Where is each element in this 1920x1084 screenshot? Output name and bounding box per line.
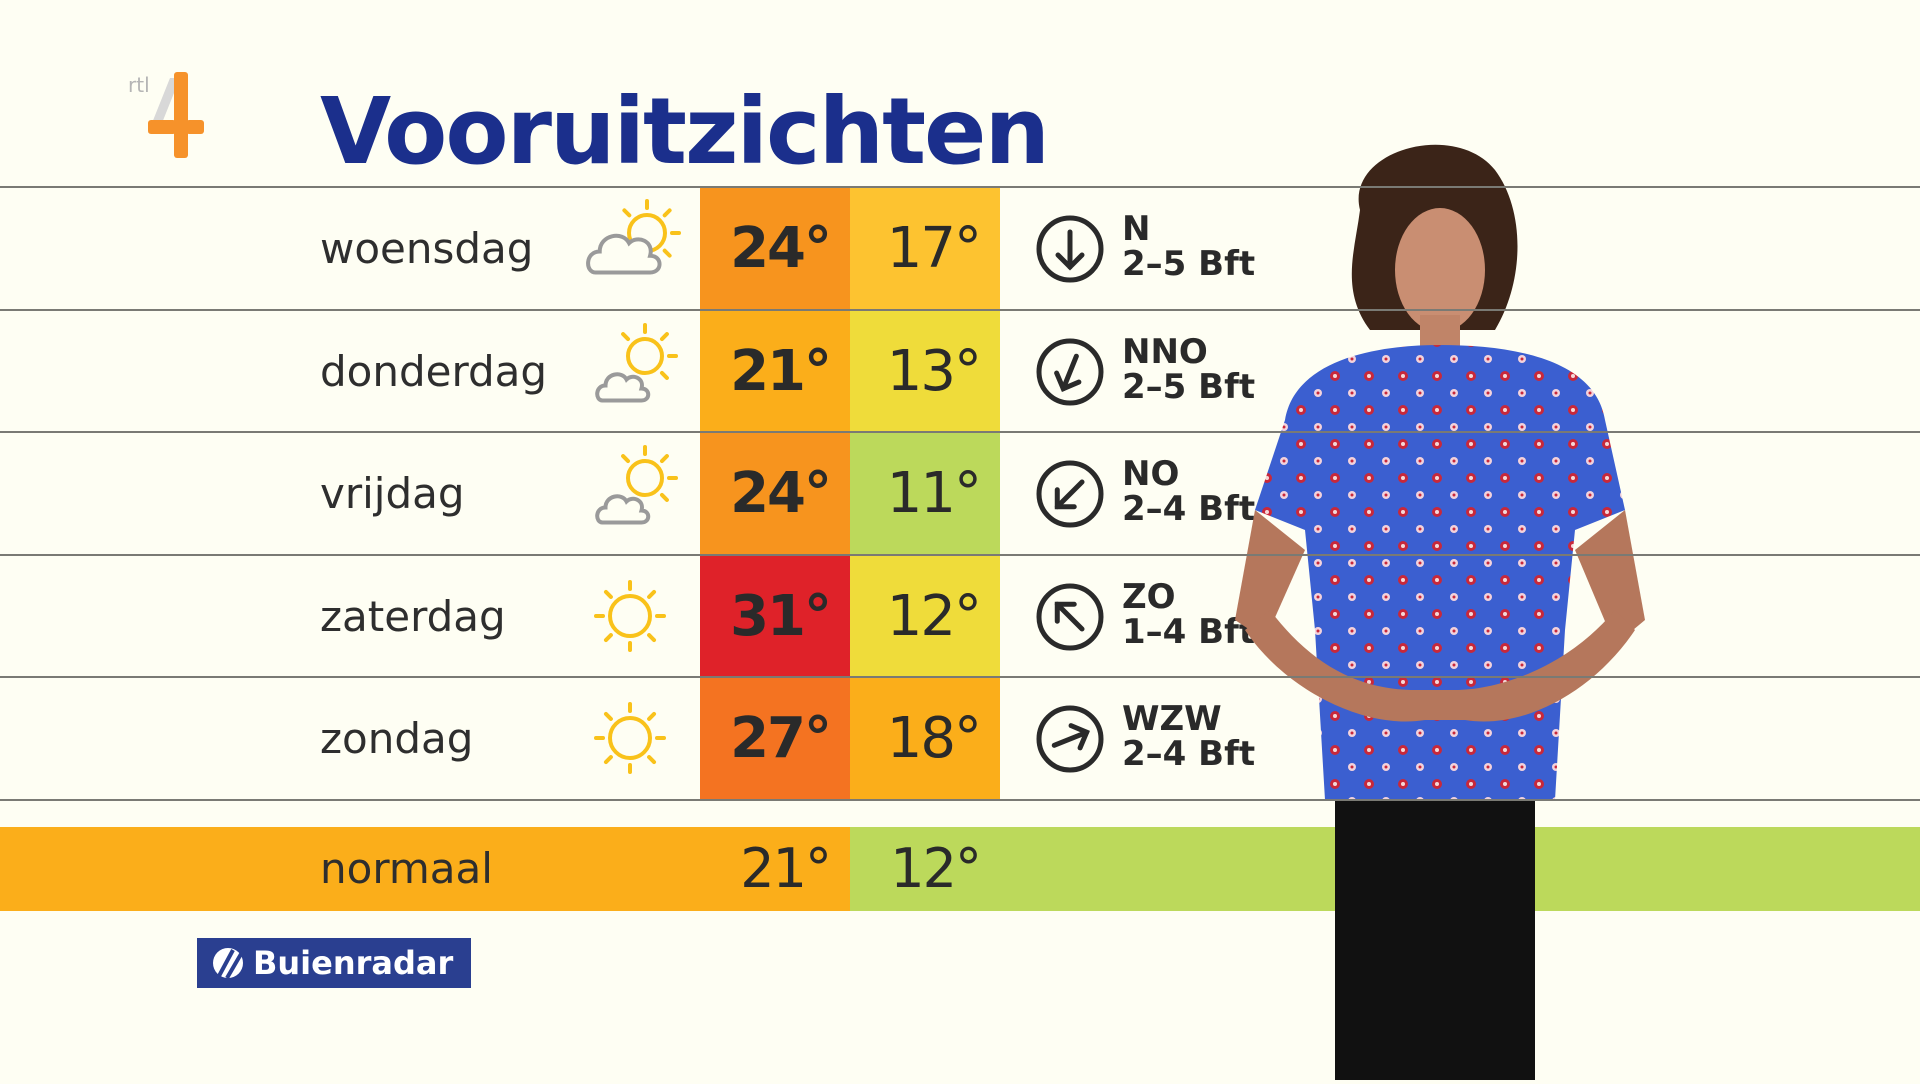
day-label: vrijdag	[320, 469, 465, 518]
sun-small-cloud-icon	[575, 443, 685, 543]
forecast-row-vrijdag: vrijdag 24° 11° NO 2–4 Bft	[0, 433, 1920, 554]
partly-cloudy-icon	[575, 198, 685, 298]
buienradar-icon	[213, 948, 243, 980]
sun-icon	[575, 566, 685, 666]
wind-direction-arrow-icon	[1035, 459, 1105, 529]
low-temp: 13°	[850, 310, 1000, 432]
wind-direction: ZO	[1122, 576, 1176, 617]
svg-text:rtl: rtl	[128, 73, 150, 97]
row-divider	[0, 308, 1920, 311]
wind-force: 2–5 Bft	[1122, 366, 1256, 407]
high-temp: 27°	[700, 678, 850, 799]
day-label: donderdag	[320, 346, 548, 396]
wind-direction-arrow-icon	[1035, 214, 1105, 284]
wind-force: 2–5 Bft	[1122, 244, 1256, 284]
wind-direction: WZW	[1122, 699, 1222, 739]
row-divider	[0, 798, 1920, 801]
row-divider	[0, 186, 1920, 188]
day-label: zondag	[320, 714, 474, 763]
row-divider	[0, 553, 1920, 556]
wind-info: N 2–5 Bft	[1122, 212, 1255, 282]
day-label: woensdag	[320, 224, 534, 273]
buienradar-logo: Buienradar	[197, 938, 471, 988]
high-temp: 24°	[700, 433, 850, 554]
rtl4-logo: rtl	[128, 68, 228, 160]
wind-direction: NO	[1122, 454, 1180, 494]
wind-info: WZW 2–4 Bft	[1122, 702, 1255, 772]
buienradar-label: Buienradar	[253, 944, 454, 982]
row-divider	[0, 431, 1920, 433]
normal-high: 21°	[740, 837, 832, 900]
wind-force: 1–4 Bft	[1122, 611, 1256, 652]
normal-high-bg	[0, 827, 850, 911]
row-divider	[0, 676, 1920, 678]
wind-info: ZO 1–4 Bft	[1122, 576, 1256, 652]
presenter	[1225, 130, 1685, 1080]
low-temp: 18°	[850, 678, 1000, 799]
wind-direction: N	[1122, 209, 1151, 249]
wind-direction: NNO	[1122, 331, 1208, 372]
forecast-row-woensdag: woensdag 24° 17° N 2–5 Bft	[0, 188, 1920, 309]
forecast-row-donderdag: donderdag 21° 13° NNO 2–5 Bft	[0, 310, 1920, 432]
sun-small-cloud-icon	[575, 321, 685, 421]
low-temp: 17°	[850, 188, 1000, 309]
wind-direction-arrow-icon	[1035, 337, 1105, 407]
wind-direction-arrow-icon	[1035, 582, 1105, 652]
wind-direction-arrow-icon	[1035, 704, 1105, 774]
normal-low: 12°	[890, 837, 982, 900]
wind-force: 2–4 Bft	[1122, 734, 1256, 774]
high-temp: 24°	[700, 188, 850, 309]
low-temp: 11°	[850, 433, 1000, 554]
forecast-row-zaterdag: zaterdag 31° 12° ZO 1–4 Bft	[0, 555, 1920, 677]
high-temp: 21°	[700, 310, 850, 432]
low-temp: 12°	[850, 555, 1000, 677]
high-temp: 31°	[700, 555, 850, 677]
day-label: zaterdag	[320, 591, 506, 641]
wind-info: NNO 2–5 Bft	[1122, 331, 1256, 407]
wind-info: NO 2–4 Bft	[1122, 457, 1255, 527]
normal-label: normaal	[320, 844, 493, 893]
wind-force: 2–4 Bft	[1122, 489, 1256, 529]
forecast-row-zondag: zondag 27° 18° WZW 2–4 Bft	[0, 678, 1920, 799]
sun-icon	[575, 688, 685, 788]
page-title: Vooruitzichten	[320, 78, 1050, 185]
